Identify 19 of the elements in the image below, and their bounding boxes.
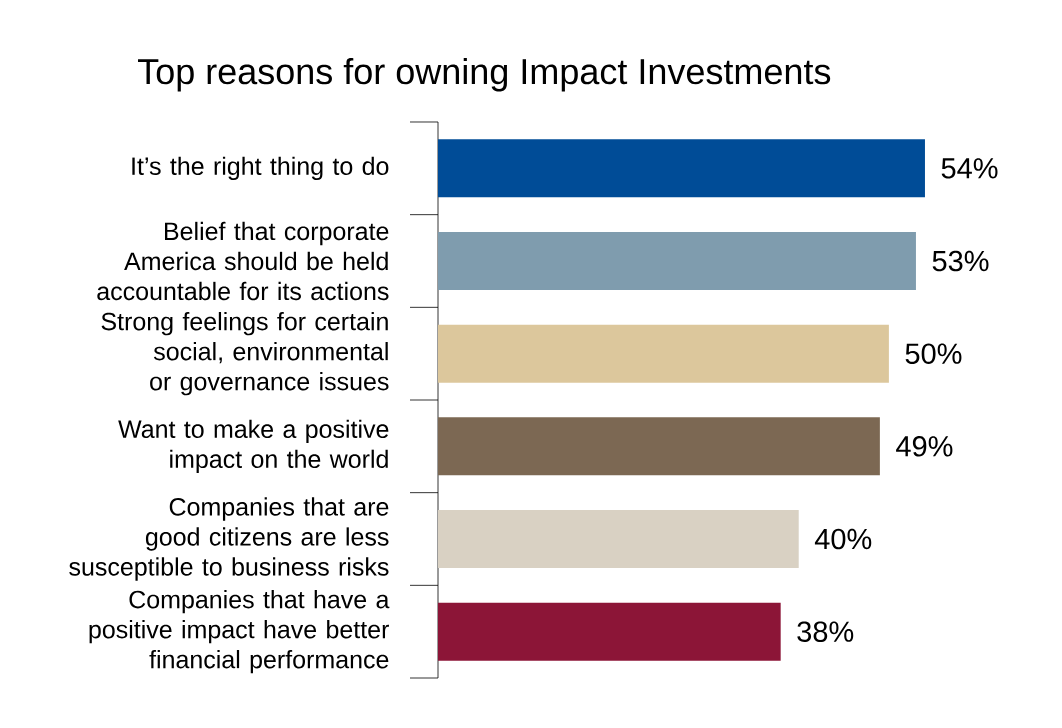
y-tick-label: Strong feelings for certain social, environmental or governance issues xyxy=(101,312,389,396)
data-label: 50% xyxy=(905,343,962,364)
bar xyxy=(438,232,916,290)
bar xyxy=(438,510,799,569)
y-tick-label: Want to make a positive impact on the world xyxy=(118,419,389,473)
y-tick-label: Belief that corporate America should be held accountable for its actions xyxy=(97,221,389,301)
bar xyxy=(438,602,781,661)
bar xyxy=(438,139,925,198)
y-tick-label: Companies that are good citizens are less susceptible to business risks xyxy=(69,497,389,581)
y-tick-label: Companies that have a positive impact have better financial performance xyxy=(89,590,390,674)
data-label: 53% xyxy=(932,250,989,272)
bar xyxy=(438,324,889,383)
y-tick-label: It’s the right thing to do xyxy=(132,156,389,180)
data-label: 40% xyxy=(814,528,872,550)
data-label: 49% xyxy=(896,436,953,457)
data-label: 54% xyxy=(941,158,998,179)
data-label: 38% xyxy=(797,621,854,642)
bar xyxy=(438,417,880,476)
chart-title: Top reasons for owning Impact Investments xyxy=(138,57,831,92)
